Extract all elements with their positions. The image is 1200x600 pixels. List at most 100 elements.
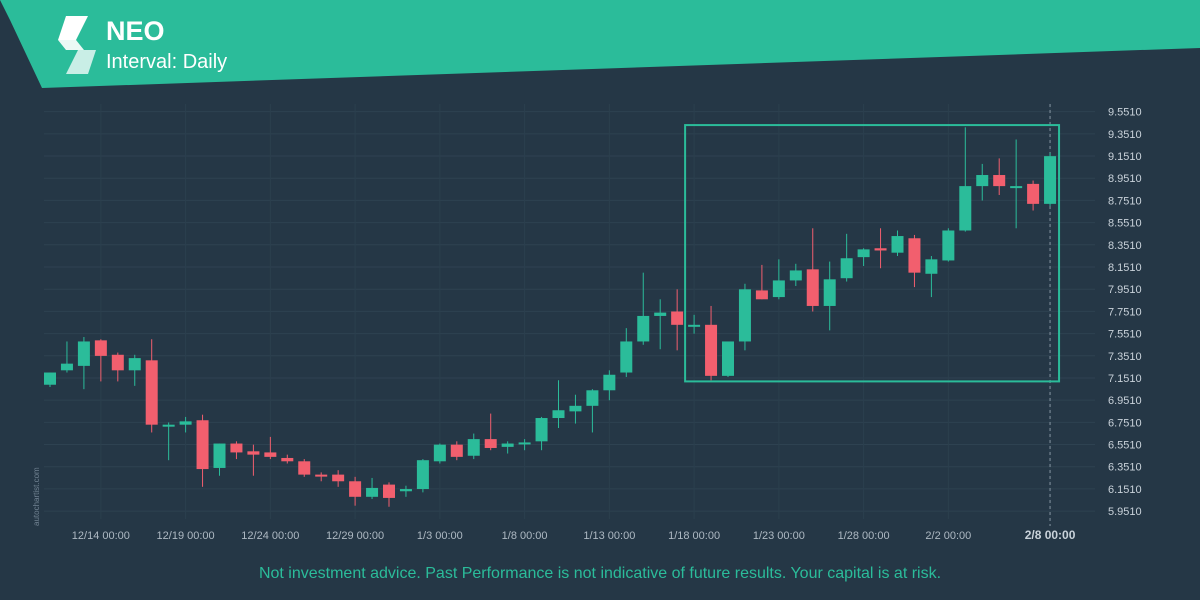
candle-body [383,484,395,498]
y-tick-label: 8.3510 [1108,240,1142,252]
candle-body [281,457,294,462]
x-tick-label: 12/29 00:00 [326,530,384,542]
candle [654,299,667,350]
candle [535,416,548,451]
x-tick-label: 12/14 00:00 [72,530,130,542]
candle [467,433,480,460]
candle-body [179,421,192,425]
candle [484,413,497,451]
y-tick-label: 6.1510 [1108,484,1142,496]
candle [722,341,734,377]
x-tick-label: 12/19 00:00 [157,530,215,542]
x-tick-label: 1/18 00:00 [668,530,720,542]
y-tick-label: 7.1510 [1108,373,1142,385]
candle-body [925,259,938,274]
candle-body [772,280,785,298]
candle-body [688,324,701,327]
candle-body [162,424,175,427]
candle-body [196,420,209,470]
candle [230,441,243,460]
candle [976,163,989,201]
candle [569,394,582,424]
candle [247,444,260,476]
candle [772,259,785,300]
x-tick-label: 1/28 00:00 [838,530,890,542]
candle [908,234,921,288]
y-tick-label: 9.5510 [1108,107,1142,119]
x-tick-label: 12/24 00:00 [241,530,299,542]
candle [925,256,938,298]
y-tick-label: 7.9510 [1108,284,1142,296]
header-banner [0,0,1200,88]
asset-name: NEO [106,16,165,46]
candle-body [738,289,751,342]
candle-body [349,481,362,497]
candle [671,289,684,351]
autochartist-logo [58,16,96,74]
pattern-box [684,124,1061,383]
candle-body [908,238,921,273]
x-tick-label: 2/8 00:00 [1025,528,1076,542]
y-tick-label: 8.1510 [1108,262,1142,274]
pattern-box-layer [684,124,1061,383]
candle-body [654,312,667,316]
candle [501,441,514,454]
candle [44,372,56,387]
y-tick-label: 8.5510 [1108,218,1142,230]
candle [993,158,1006,195]
candle [383,482,395,507]
candle-body [823,279,836,306]
candle-body [518,442,531,445]
y-axis-ticks: 9.5510 9.3510 9.1510 8.9510 8.7510 8.5510 8.35… [1108,107,1142,518]
candle-body [586,390,599,406]
candle-body [857,249,870,258]
y-tick-label: 5.9510 [1108,506,1142,518]
candle-body [874,248,887,251]
candle [315,472,328,482]
candle [298,459,311,477]
candle [586,389,599,433]
candle [552,380,565,429]
candle-body [213,443,226,468]
candle [789,263,802,286]
candle [281,454,294,464]
candle-body [501,443,514,447]
y-tick-label: 6.3510 [1108,462,1142,474]
grid-lines [44,104,1095,526]
candle [416,459,429,493]
candle-body [416,460,429,490]
y-tick-label: 6.7510 [1108,417,1142,429]
candle [857,248,870,267]
candle-body [959,186,972,231]
x-tick-label: 1/8 00:00 [502,530,548,542]
candle [128,354,141,386]
x-tick-label: 1/13 00:00 [583,530,635,542]
y-tick-label: 9.3510 [1108,129,1142,141]
candle [518,439,531,451]
candle-body [264,452,277,457]
candle [162,422,175,461]
disclaimer-text: Not investment advice. Past Performance … [258,565,942,582]
candle-body [891,236,904,253]
candle-body [705,324,718,376]
candle [1027,180,1040,211]
candle-body [433,444,446,462]
candle-body [94,340,107,356]
candle-body [60,363,73,371]
candle-body [450,444,463,457]
candle-body [789,270,802,281]
y-tick-label: 6.9510 [1108,395,1142,407]
candle-body [128,358,141,371]
candle [145,339,158,433]
candle-body [620,341,633,373]
y-tick-label: 7.7510 [1108,306,1142,318]
candle-body [315,474,328,477]
x-axis-ticks: 12/14 00:00 12/19 00:00 12/24 00:00 12/29 0… [72,528,1076,542]
y-tick-label: 7.5510 [1108,329,1142,341]
candle [874,228,887,269]
candle [738,283,751,351]
x-tick-label: 1/3 00:00 [417,530,463,542]
candle-body [722,341,734,376]
candle [891,230,904,257]
candle [366,477,379,500]
